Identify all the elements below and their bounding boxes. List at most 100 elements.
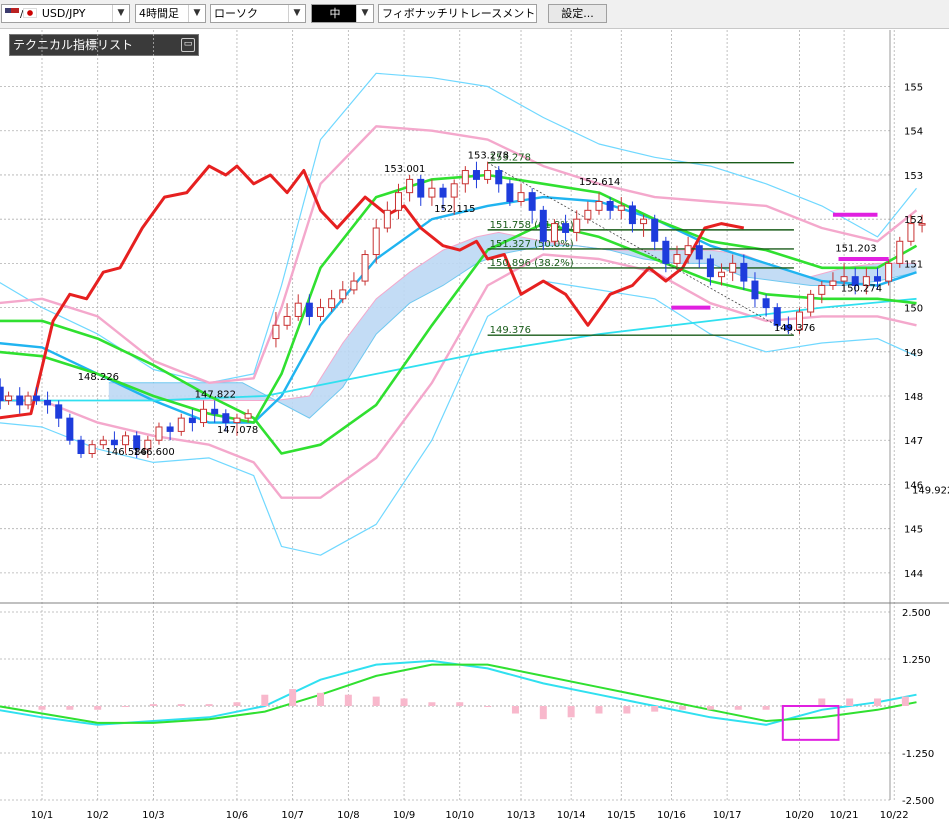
histogram-bar bbox=[567, 706, 575, 718]
fib-level-label: 149.376 bbox=[490, 325, 531, 336]
candle-body bbox=[122, 435, 130, 446]
pair-label: USD/JPY bbox=[41, 7, 86, 20]
date-tick-label: 10/8 bbox=[337, 810, 359, 821]
highlight-markers bbox=[671, 212, 889, 310]
date-tick-label: 10/6 bbox=[226, 810, 248, 821]
candle-body bbox=[796, 311, 804, 331]
histogram-bar bbox=[511, 706, 519, 714]
candle-body bbox=[177, 417, 185, 432]
histogram-bar bbox=[94, 706, 102, 710]
candle-body bbox=[0, 386, 4, 401]
price-annotation: 153.278 bbox=[468, 151, 509, 162]
histogram-bar bbox=[400, 698, 408, 706]
candle-body bbox=[200, 408, 208, 424]
candle-body bbox=[55, 404, 63, 419]
candle-body bbox=[16, 395, 24, 406]
chevron-down-icon[interactable]: ▼ bbox=[288, 5, 305, 22]
candle-body bbox=[88, 444, 96, 455]
candle-body bbox=[272, 324, 280, 340]
candle-body bbox=[450, 183, 458, 198]
histogram-bar bbox=[595, 706, 603, 714]
candle-body bbox=[885, 262, 893, 282]
minimize-icon[interactable]: ▭ bbox=[181, 38, 195, 52]
histogram-bar bbox=[456, 702, 464, 706]
date-tick-label: 10/7 bbox=[281, 810, 303, 821]
settings-button[interactable]: 設定... bbox=[548, 4, 607, 23]
drawing-tool-field[interactable]: フィボナッチリトレースメント bbox=[378, 4, 537, 23]
indicator-lines bbox=[0, 72, 918, 556]
ma_long-line bbox=[0, 222, 917, 455]
price-annotation: 146.600 bbox=[133, 447, 174, 458]
timeframe-select[interactable]: 4時間足 ▼ bbox=[135, 4, 206, 23]
histogram-bar bbox=[233, 702, 241, 706]
signal-line bbox=[0, 663, 917, 724]
date-tick-label: 10/14 bbox=[557, 810, 586, 821]
histogram-bar bbox=[317, 692, 324, 706]
price-annotation: 152.614 bbox=[579, 177, 620, 188]
candle-body bbox=[718, 271, 726, 278]
fib-level-label: 151.758 (61.8%) bbox=[490, 220, 574, 231]
candle-body bbox=[99, 439, 107, 446]
candle-body bbox=[233, 417, 241, 424]
candle-body bbox=[740, 262, 748, 282]
chart-style-select[interactable]: ローソク ▼ bbox=[210, 4, 306, 23]
candle-body bbox=[44, 399, 52, 406]
pair-select[interactable]: / USD/JPY ▼ bbox=[1, 4, 130, 23]
histogram-bar bbox=[706, 706, 714, 710]
drawing-tool-label: フィボナッチリトレースメント bbox=[382, 7, 536, 20]
candle-body bbox=[155, 426, 163, 441]
indicator-list-panel[interactable]: テクニカル指標リスト ▭ bbox=[9, 34, 199, 56]
macd-tick-label: 1.250 bbox=[902, 655, 931, 666]
chevron-down-icon[interactable]: ▼ bbox=[112, 5, 129, 22]
candle-body bbox=[628, 205, 636, 225]
line-width-select[interactable]: 中 ▼ bbox=[311, 4, 374, 23]
candle-body bbox=[188, 417, 196, 424]
candle-body bbox=[562, 223, 570, 233]
date-tick-label: 10/17 bbox=[713, 810, 742, 821]
fib-level-label: 151.327 (50.0%) bbox=[490, 239, 574, 250]
candle-body bbox=[595, 200, 603, 211]
histogram-bar bbox=[679, 706, 687, 710]
candle-body bbox=[222, 413, 230, 424]
chart-style-label: ローソク bbox=[214, 7, 258, 20]
histogram-bar bbox=[901, 696, 909, 706]
price-annotation: 147.078 bbox=[217, 425, 258, 436]
indicator-list-title: テクニカル指標リスト bbox=[13, 38, 134, 52]
price-tick-label: 155 bbox=[904, 83, 923, 94]
price-annotation: 149.376 bbox=[774, 323, 815, 334]
candle-body bbox=[896, 240, 904, 264]
chart-area[interactable]: 153.278 151.758 (61.8%) 151.327 (50.0%) 150… bbox=[0, 28, 949, 822]
price-tick-label: 146 bbox=[904, 480, 923, 491]
candle-body bbox=[417, 178, 425, 198]
candle-body bbox=[807, 293, 815, 313]
fibonacci-retracement[interactable]: 153.278 151.758 (61.8%) 151.327 (50.0%) 150… bbox=[487, 153, 795, 337]
candle-body bbox=[539, 209, 547, 242]
histogram-bar bbox=[38, 706, 46, 710]
lagging-line bbox=[0, 164, 745, 420]
bb_upper1-line bbox=[0, 125, 918, 384]
candle-body bbox=[133, 435, 141, 450]
chevron-down-icon[interactable]: ▼ bbox=[356, 5, 373, 22]
date-axis: 10/1 10/2 10/3 10/6 10/7 10/8 10/9 10/10 10/13 10… bbox=[31, 810, 909, 821]
chevron-down-icon[interactable]: ▼ bbox=[188, 5, 205, 22]
candle-body bbox=[729, 262, 737, 273]
ma_200-line bbox=[0, 297, 917, 402]
date-tick-label: 10/16 bbox=[657, 810, 686, 821]
candle-body bbox=[372, 227, 380, 256]
candle-body bbox=[606, 200, 614, 211]
timeframe-label: 4時間足 bbox=[139, 7, 179, 20]
date-tick-label: 10/22 bbox=[880, 810, 909, 821]
histogram-bar bbox=[205, 704, 213, 706]
candle-body bbox=[305, 302, 313, 317]
candle-body bbox=[517, 192, 525, 202]
price-tick-label: 152 bbox=[904, 215, 923, 226]
histogram-bar bbox=[344, 694, 352, 706]
candle-body bbox=[684, 245, 692, 256]
candle-body bbox=[339, 289, 347, 300]
candle-body bbox=[840, 276, 848, 282]
candle-body bbox=[350, 280, 358, 291]
candle-body bbox=[818, 284, 826, 295]
cloud-span-b bbox=[108, 245, 917, 419]
histogram-bar bbox=[261, 694, 269, 706]
candle-body bbox=[110, 439, 118, 446]
